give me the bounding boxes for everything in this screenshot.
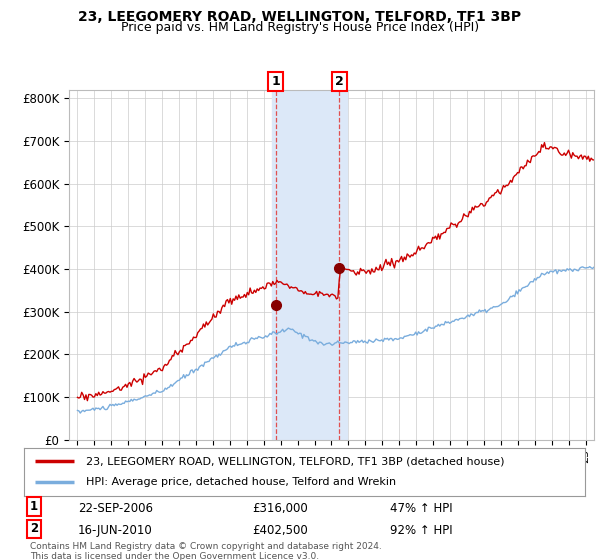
Text: HPI: Average price, detached house, Telford and Wrekin: HPI: Average price, detached house, Telf… <box>86 477 396 487</box>
Text: 22-SEP-2006: 22-SEP-2006 <box>78 502 153 515</box>
Text: 2: 2 <box>30 522 38 535</box>
Text: 16-JUN-2010: 16-JUN-2010 <box>78 524 153 537</box>
Bar <box>272 90 347 440</box>
Text: 2: 2 <box>335 75 343 88</box>
Text: £316,000: £316,000 <box>252 502 308 515</box>
Text: 92% ↑ HPI: 92% ↑ HPI <box>390 524 452 537</box>
Text: 47% ↑ HPI: 47% ↑ HPI <box>390 502 452 515</box>
Text: £402,500: £402,500 <box>252 524 308 537</box>
Text: Contains HM Land Registry data © Crown copyright and database right 2024.
This d: Contains HM Land Registry data © Crown c… <box>30 542 382 560</box>
Text: 23, LEEGOMERY ROAD, WELLINGTON, TELFORD, TF1 3BP: 23, LEEGOMERY ROAD, WELLINGTON, TELFORD,… <box>79 10 521 24</box>
Text: 1: 1 <box>30 500 38 513</box>
Text: Price paid vs. HM Land Registry's House Price Index (HPI): Price paid vs. HM Land Registry's House … <box>121 21 479 34</box>
Text: 23, LEEGOMERY ROAD, WELLINGTON, TELFORD, TF1 3BP (detached house): 23, LEEGOMERY ROAD, WELLINGTON, TELFORD,… <box>86 456 504 466</box>
Text: 1: 1 <box>272 75 280 88</box>
